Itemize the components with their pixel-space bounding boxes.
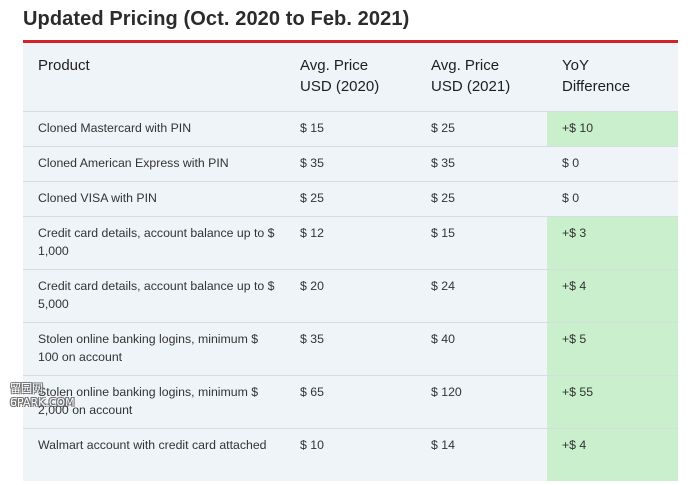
cell-price-2021: $ 40 xyxy=(416,322,547,376)
table-row: Credit card details, account balance up … xyxy=(23,216,678,270)
table-row: Cloned American Express with PIN $ 35 $ … xyxy=(23,146,678,182)
table-row: Credit card details, account balance up … xyxy=(23,269,678,323)
cell-yoy-difference: +$ 4 xyxy=(547,428,678,481)
cell-price-2021: $ 25 xyxy=(416,181,547,217)
cell-product: Walmart account with credit card attache… xyxy=(38,438,267,452)
cell-price-2020: $ 20 xyxy=(285,269,416,323)
cell-price-2021: $ 15 xyxy=(416,216,547,270)
column-header-price-2021: Avg. Price USD (2021) xyxy=(416,43,547,112)
table-row: Stolen online banking logins, minimum $ … xyxy=(23,375,678,429)
cell-price-2021: $ 14 xyxy=(431,438,455,452)
cell-product: Cloned VISA with PIN xyxy=(23,181,285,217)
table-header-row: Product Avg. Price USD (2020) Avg. Price U… xyxy=(23,43,678,112)
cell-product: Stolen online banking logins, minimum $ … xyxy=(23,322,285,376)
table-row: Cloned Mastercard with PIN $ 15 $ 25 +$ … xyxy=(23,111,678,147)
pricing-table: Product Avg. Price USD (2020) Avg. Price U… xyxy=(23,43,678,481)
cell-product: Cloned American Express with PIN xyxy=(23,146,285,182)
column-header-yoy-difference: YoY Difference xyxy=(547,43,678,112)
cell-price-2020: $ 12 xyxy=(285,216,416,270)
cell-price-2020: $ 65 xyxy=(285,375,416,429)
cell-yoy-difference: +$ 4 xyxy=(547,269,678,323)
cell-price-2020: $ 25 xyxy=(285,181,416,217)
cell-yoy-difference: +$ 55 xyxy=(547,375,678,429)
cell-price-2020: $ 15 xyxy=(285,111,416,147)
column-header-price-2020: Avg. Price USD (2020) xyxy=(285,43,416,112)
cell-yoy-difference: +$ 10 xyxy=(547,111,678,147)
cell-price-2021: $ 24 xyxy=(416,269,547,323)
cell-price-2020: $ 35 xyxy=(285,146,416,182)
cell-yoy-difference: $ 0 xyxy=(547,181,678,217)
table-row: Stolen online banking logins, minimum $ … xyxy=(23,322,678,376)
cell-yoy-difference: +$ 5 xyxy=(547,322,678,376)
column-header-product: Product xyxy=(23,43,285,112)
cell-product: Stolen online banking logins, minimum $ … xyxy=(23,375,285,429)
cell-price-2021: $ 120 xyxy=(416,375,547,429)
cell-price-2021: $ 25 xyxy=(416,111,547,147)
page-title: Updated Pricing (Oct. 2020 to Feb. 2021) xyxy=(23,8,410,30)
watermark-line-2: 6PARK.COM xyxy=(10,396,75,409)
watermark-line-1: 留园网 xyxy=(10,382,43,395)
cell-product: Credit card details, account balance up … xyxy=(23,216,285,270)
cell-yoy-difference: $ 0 xyxy=(547,146,678,182)
cell-yoy-difference: +$ 3 xyxy=(547,216,678,270)
table-row: Cloned VISA with PIN $ 25 $ 25 $ 0 xyxy=(23,181,678,217)
table-row: Walmart account with credit card attache… xyxy=(23,428,678,481)
pricing-table-container: Product Avg. Price USD (2020) Avg. Price U… xyxy=(23,40,678,481)
cell-product: Cloned Mastercard with PIN xyxy=(23,111,285,147)
cell-product: Credit card details, account balance up … xyxy=(23,269,285,323)
site-watermark: 留园网 6PARK.COM xyxy=(10,382,100,410)
cell-price-2020: $ 10 xyxy=(300,438,324,452)
cell-price-2020: $ 35 xyxy=(285,322,416,376)
cell-price-2021: $ 35 xyxy=(416,146,547,182)
